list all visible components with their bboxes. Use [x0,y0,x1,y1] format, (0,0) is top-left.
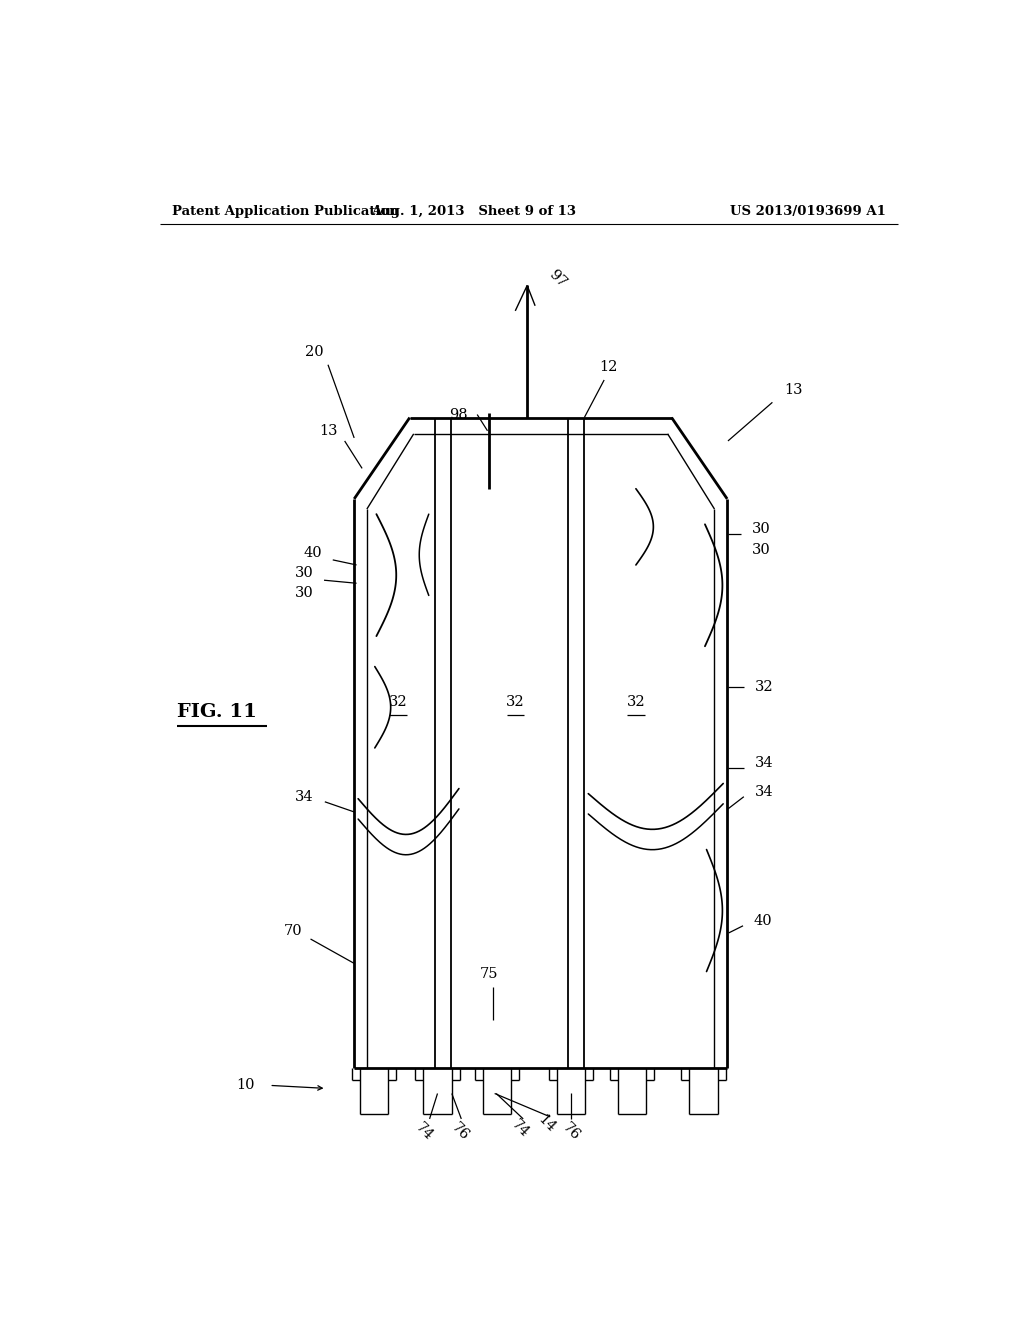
Text: 30: 30 [295,586,313,601]
Text: 32: 32 [755,680,774,694]
Text: 32: 32 [506,696,524,709]
Text: 30: 30 [752,543,771,557]
Text: FIG. 11: FIG. 11 [177,704,257,721]
Text: 40: 40 [754,913,772,928]
Text: 30: 30 [295,566,313,579]
Text: 34: 34 [755,784,774,799]
Text: US 2013/0193699 A1: US 2013/0193699 A1 [730,205,886,218]
Text: 30: 30 [752,523,771,536]
Text: 13: 13 [783,383,802,397]
Text: 13: 13 [319,424,338,438]
Text: 97: 97 [546,267,568,290]
Text: 32: 32 [388,696,408,709]
Text: 34: 34 [295,789,313,804]
Text: 74: 74 [509,1118,531,1140]
Text: Aug. 1, 2013   Sheet 9 of 13: Aug. 1, 2013 Sheet 9 of 13 [371,205,575,218]
Text: 74: 74 [413,1121,435,1143]
Text: 76: 76 [559,1121,583,1143]
Text: 75: 75 [480,966,499,981]
Text: 76: 76 [449,1121,471,1143]
Text: 98: 98 [450,408,468,421]
Text: 70: 70 [284,924,302,939]
Text: 12: 12 [599,360,617,374]
Text: 14: 14 [536,1113,558,1135]
Text: Patent Application Publication: Patent Application Publication [172,205,398,218]
Text: 34: 34 [755,756,774,770]
Text: 10: 10 [237,1078,255,1093]
Text: 40: 40 [303,545,323,560]
Text: 20: 20 [305,345,324,359]
Text: 32: 32 [627,696,645,709]
